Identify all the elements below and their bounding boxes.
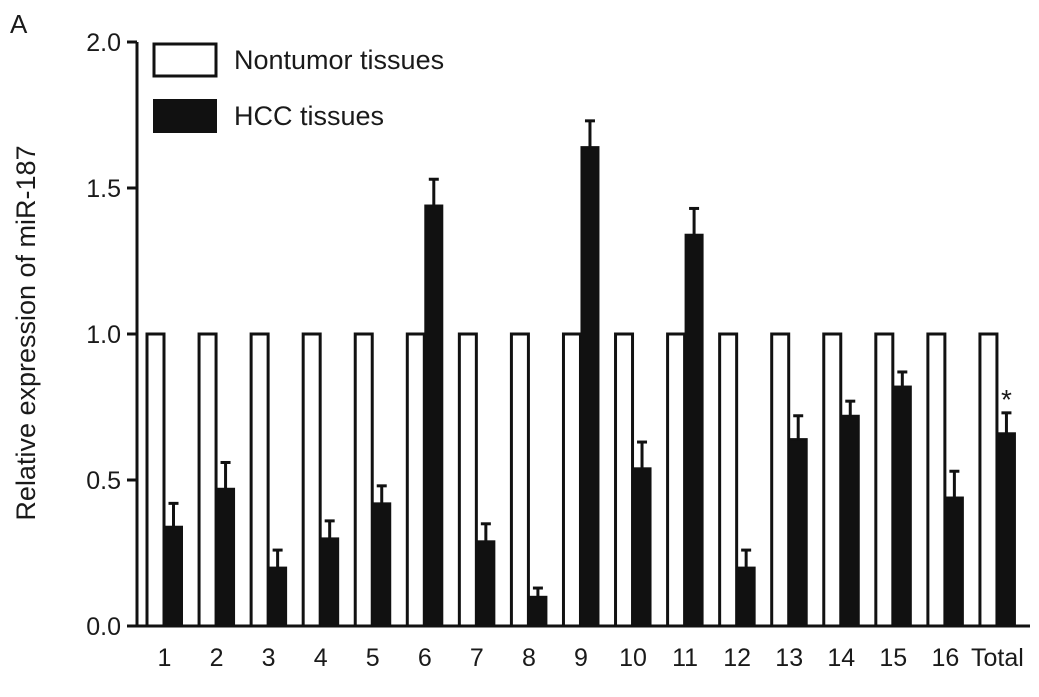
x-tick-label: 5	[366, 644, 380, 672]
y-tick-label: 1.5	[86, 175, 121, 203]
bar-nontumor	[770, 332, 791, 628]
x-tick-label: 14	[827, 644, 855, 672]
x-tick-label: 3	[262, 644, 276, 672]
y-axis-label: Relative expression of miR-187	[11, 145, 41, 520]
bar-nontumor	[197, 332, 218, 628]
bar-nontumor	[301, 332, 322, 628]
y-tick-label: 1.0	[86, 321, 121, 349]
x-tick-label: Total	[971, 644, 1024, 672]
legend-label: Nontumor tissues	[234, 45, 444, 75]
bar-hcc	[372, 502, 392, 627]
bar-nontumor	[822, 332, 843, 628]
x-tick-label: 15	[879, 644, 907, 672]
x-tick-label: 10	[619, 644, 647, 672]
significance-marker: *	[1001, 384, 1012, 415]
bar-nontumor	[666, 332, 687, 628]
x-tick-label: 16	[931, 644, 959, 672]
bar-hcc	[528, 595, 548, 627]
bar-hcc	[580, 146, 600, 627]
panel-label: A	[10, 9, 28, 39]
x-tick-label: 6	[418, 644, 432, 672]
bar-hcc	[840, 414, 860, 628]
bar-hcc	[320, 537, 340, 628]
bar-nontumor	[614, 332, 635, 628]
bar-nontumor	[978, 332, 999, 628]
bar-nontumor	[353, 332, 374, 628]
x-tick-label: 13	[775, 644, 803, 672]
bar-nontumor	[561, 332, 582, 628]
x-tick-label: 9	[574, 644, 588, 672]
bar-hcc	[424, 204, 444, 628]
x-tick-label: 4	[314, 644, 328, 672]
bar-hcc	[736, 566, 756, 627]
bar-hcc	[788, 438, 808, 627]
bar-hcc	[268, 566, 288, 627]
plot-area: 0.00.51.01.52.01 2 3 4 5 6 7 8 9 10 11 12 13 14 15 16 To…	[86, 29, 1030, 672]
bar-hcc	[476, 540, 496, 628]
bar-nontumor	[249, 332, 270, 628]
y-tick-label: 0.5	[86, 467, 121, 495]
bar-hcc	[944, 496, 964, 627]
x-tick-label: 11	[672, 644, 698, 672]
x-tick-label: 2	[210, 644, 224, 672]
x-tick-label: 1	[158, 644, 172, 672]
legend: Nontumor tissues HCC tissues	[152, 42, 444, 133]
legend-swatch	[153, 99, 217, 133]
bar-hcc	[632, 467, 652, 627]
x-tick-label: 12	[723, 644, 751, 672]
bar-hcc	[216, 487, 236, 628]
bar-nontumor	[457, 332, 478, 628]
bar-hcc	[892, 385, 912, 627]
bar-nontumor	[926, 332, 947, 628]
bar-nontumor	[145, 332, 166, 628]
legend-label: HCC tissues	[234, 101, 384, 131]
bar-hcc	[164, 525, 183, 627]
y-tick-label: 0.0	[86, 613, 121, 641]
bar-nontumor	[405, 332, 426, 628]
bar-nontumor	[718, 332, 739, 628]
bar-nontumor	[874, 332, 895, 628]
x-tick-label: 7	[470, 644, 484, 672]
bar-hcc	[684, 233, 704, 627]
y-tick-label: 2.0	[86, 29, 121, 57]
bar-nontumor	[509, 332, 530, 628]
x-tick-label: 8	[522, 644, 536, 672]
legend-swatch	[152, 42, 218, 78]
bar-hcc	[996, 432, 1016, 627]
